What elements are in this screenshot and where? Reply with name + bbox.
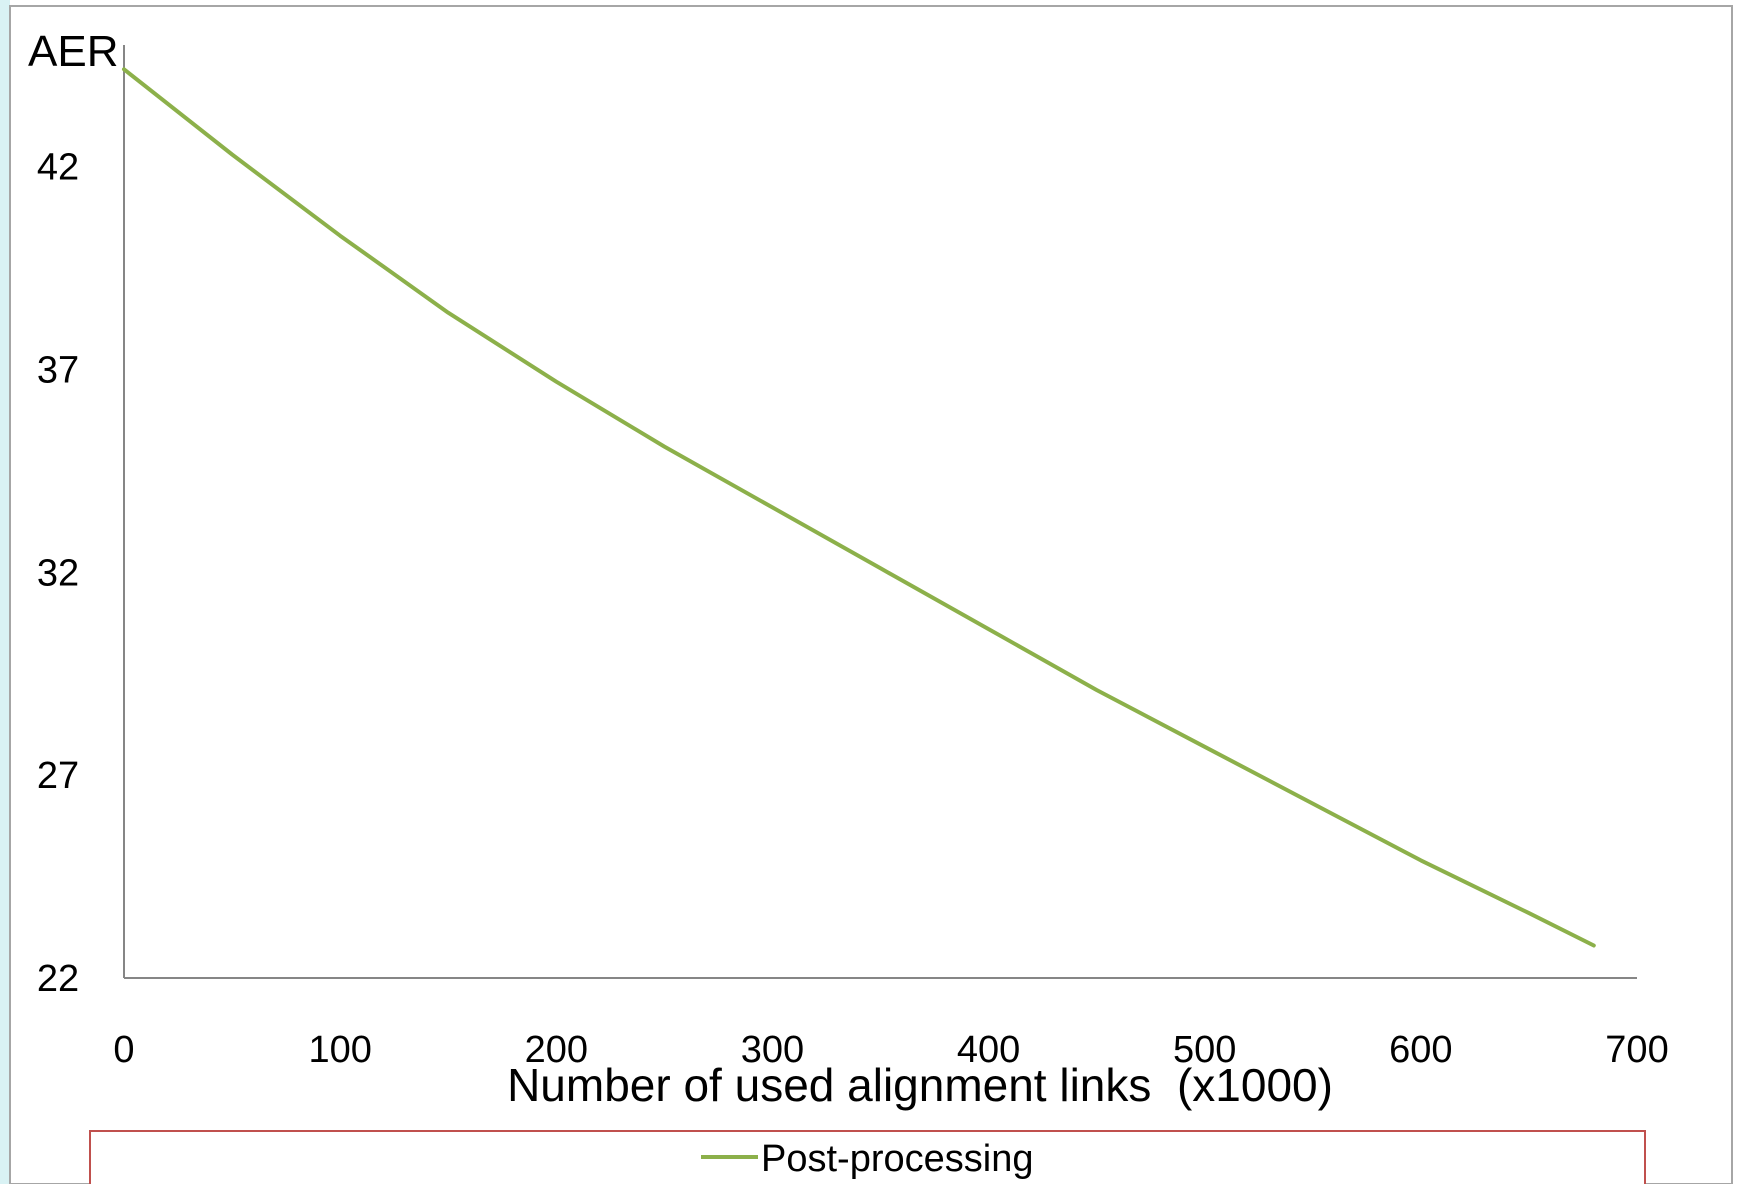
legend-label-post-processing: Post-processing bbox=[761, 1138, 1033, 1180]
x-tick-label: 100 bbox=[308, 1029, 371, 1071]
legend-box bbox=[89, 1130, 1646, 1189]
series-layer bbox=[122, 67, 1596, 948]
x-axis-title: Number of used alignment links (x1000) bbox=[507, 1059, 1333, 1111]
x-tick-label: 700 bbox=[1605, 1029, 1668, 1071]
x-tick-label: 300 bbox=[741, 1029, 804, 1071]
series-line-0 bbox=[122, 67, 1596, 948]
left-edge-strip bbox=[0, 0, 10, 1184]
y-tick-label: 32 bbox=[37, 552, 79, 594]
x-tick-label: 0 bbox=[113, 1029, 134, 1071]
y-tick-label: 42 bbox=[37, 147, 79, 189]
x-tick-label: 600 bbox=[1389, 1029, 1452, 1071]
y-axis-title: AER bbox=[28, 27, 118, 76]
y-tick-label: 37 bbox=[37, 350, 79, 392]
x-tick-label: 400 bbox=[957, 1029, 1020, 1071]
y-tick-label: 27 bbox=[37, 755, 79, 797]
x-tick-label: 200 bbox=[525, 1029, 588, 1071]
y-tick-labels: 22 27 32 37 42 bbox=[37, 147, 79, 1000]
x-tick-label: 500 bbox=[1173, 1029, 1236, 1071]
x-tick-labels: 0 100 200 300 400 500 600 700 bbox=[113, 1029, 1668, 1071]
y-tick-label: 22 bbox=[37, 958, 79, 1000]
